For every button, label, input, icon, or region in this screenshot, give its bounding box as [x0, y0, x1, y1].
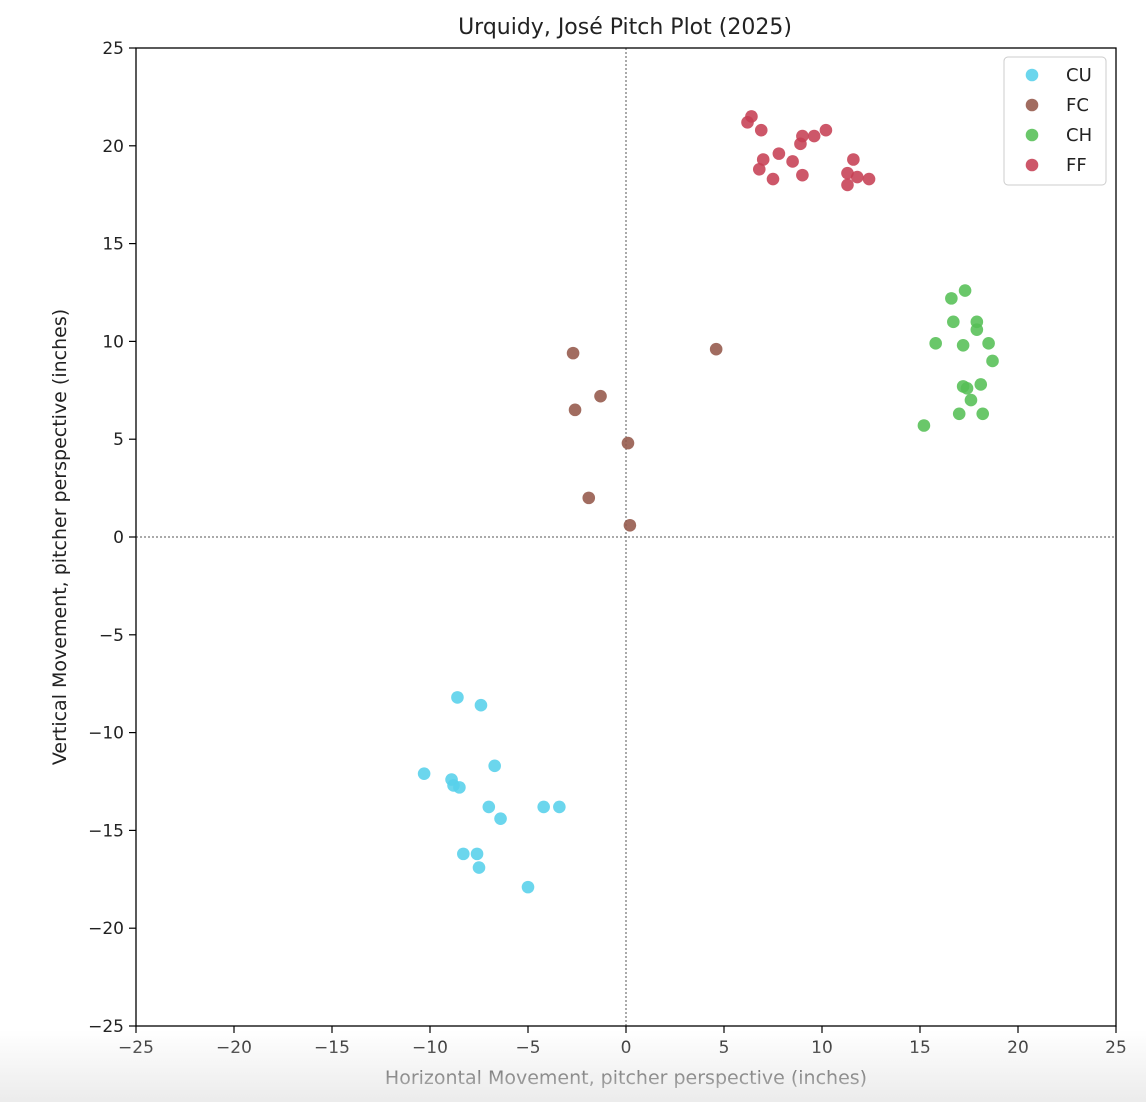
x-axis-label: Horizontal Movement, pitcher perspective… [385, 1067, 867, 1089]
y-tick-label: −20 [88, 919, 124, 939]
point-ff [807, 129, 821, 143]
point-cu [488, 759, 501, 773]
point-cu [553, 800, 566, 814]
x-tick-label: 25 [1105, 1038, 1127, 1058]
legend-marker-fc [1025, 98, 1039, 112]
point-ch [964, 393, 978, 407]
x-tick-label: −20 [216, 1038, 252, 1058]
y-axis-label: Vertical Movement, pitcher perspective (… [49, 309, 71, 765]
point-ch [929, 337, 942, 350]
legend-marker-ff [1025, 158, 1039, 172]
legend-label-cu: CU [1066, 65, 1092, 86]
series-cu [417, 691, 566, 894]
y-axis-ticks: −25 −20 −15 −10 −5 0 5 10 15 20 25 [88, 39, 136, 1037]
point-ff [794, 137, 807, 151]
point-ff [796, 168, 809, 182]
point-ff [786, 155, 799, 168]
y-tick-label: 20 [102, 137, 124, 157]
legend-marker-ch [1025, 128, 1039, 142]
point-ff [756, 153, 770, 166]
y-tick-label: 0 [113, 528, 124, 548]
point-ff [766, 172, 780, 186]
point-ff [862, 172, 876, 186]
point-ch [956, 339, 970, 352]
x-tick-label: −15 [314, 1038, 350, 1058]
point-ch [917, 419, 931, 432]
point-cu [470, 847, 484, 861]
point-ff [819, 123, 833, 137]
point-ff [841, 178, 854, 192]
point-fc [621, 436, 635, 450]
scatter-points [417, 110, 999, 894]
x-tick-label: 0 [621, 1038, 632, 1058]
point-fc [568, 403, 582, 417]
y-tick-label: −25 [88, 1017, 124, 1037]
point-ff [754, 123, 768, 137]
series-fc [566, 342, 723, 532]
point-fc [582, 491, 596, 505]
legend-label-ff: FF [1066, 155, 1087, 176]
x-tick-label: 15 [909, 1038, 931, 1058]
x-tick-label: 5 [719, 1038, 730, 1058]
point-ff [850, 170, 864, 184]
series-ff [741, 110, 876, 192]
point-ch [986, 354, 999, 368]
legend: CU FC CH FF [1003, 56, 1107, 186]
x-tick-label: 20 [1007, 1038, 1029, 1058]
point-ch [982, 337, 995, 350]
reference-lines [136, 48, 1116, 1026]
point-cu [472, 861, 486, 874]
point-fc [709, 342, 723, 356]
point-ch [947, 315, 960, 329]
x-tick-label: −25 [118, 1038, 154, 1058]
y-tick-label: −10 [88, 724, 124, 744]
point-ch [945, 292, 958, 305]
y-tick-label: −5 [99, 626, 124, 646]
point-cu [417, 767, 431, 780]
legend-marker-cu [1025, 68, 1039, 82]
legend-box [1003, 56, 1107, 186]
y-tick-label: 5 [113, 430, 124, 450]
point-ff [772, 147, 786, 160]
point-ch [958, 284, 972, 297]
x-tick-label: −5 [515, 1038, 540, 1058]
point-cu [537, 800, 550, 814]
legend-label-ch: CH [1066, 125, 1092, 146]
point-cu [494, 812, 507, 825]
y-tick-label: 15 [102, 235, 124, 255]
point-ch [976, 407, 990, 421]
x-tick-label: 10 [811, 1038, 833, 1058]
point-cu [453, 781, 466, 794]
point-cu [474, 698, 488, 712]
point-ff [841, 166, 854, 180]
point-ff [741, 116, 754, 129]
point-cu [451, 691, 464, 704]
legend-label-fc: FC [1066, 95, 1089, 116]
point-ch [974, 378, 988, 391]
point-fc [623, 518, 637, 532]
point-fc [566, 346, 580, 360]
point-ff [752, 162, 766, 176]
point-cu [457, 847, 470, 861]
x-axis-ticks: −25 −20 −15 −10 −5 0 5 10 15 20 25 [118, 1026, 1127, 1058]
y-tick-label: −15 [88, 821, 124, 841]
point-cu [482, 800, 496, 814]
y-tick-label: 25 [102, 39, 124, 59]
y-tick-label: 10 [102, 332, 124, 352]
chart-title: Urquidy, José Pitch Plot (2025) [458, 15, 792, 40]
point-ch [952, 407, 966, 421]
x-tick-label: −10 [412, 1038, 448, 1058]
point-ch [960, 382, 974, 395]
point-ch [970, 323, 984, 336]
point-fc [594, 389, 607, 403]
point-cu [521, 880, 535, 894]
series-ch [917, 284, 999, 432]
point-ff [847, 153, 860, 166]
